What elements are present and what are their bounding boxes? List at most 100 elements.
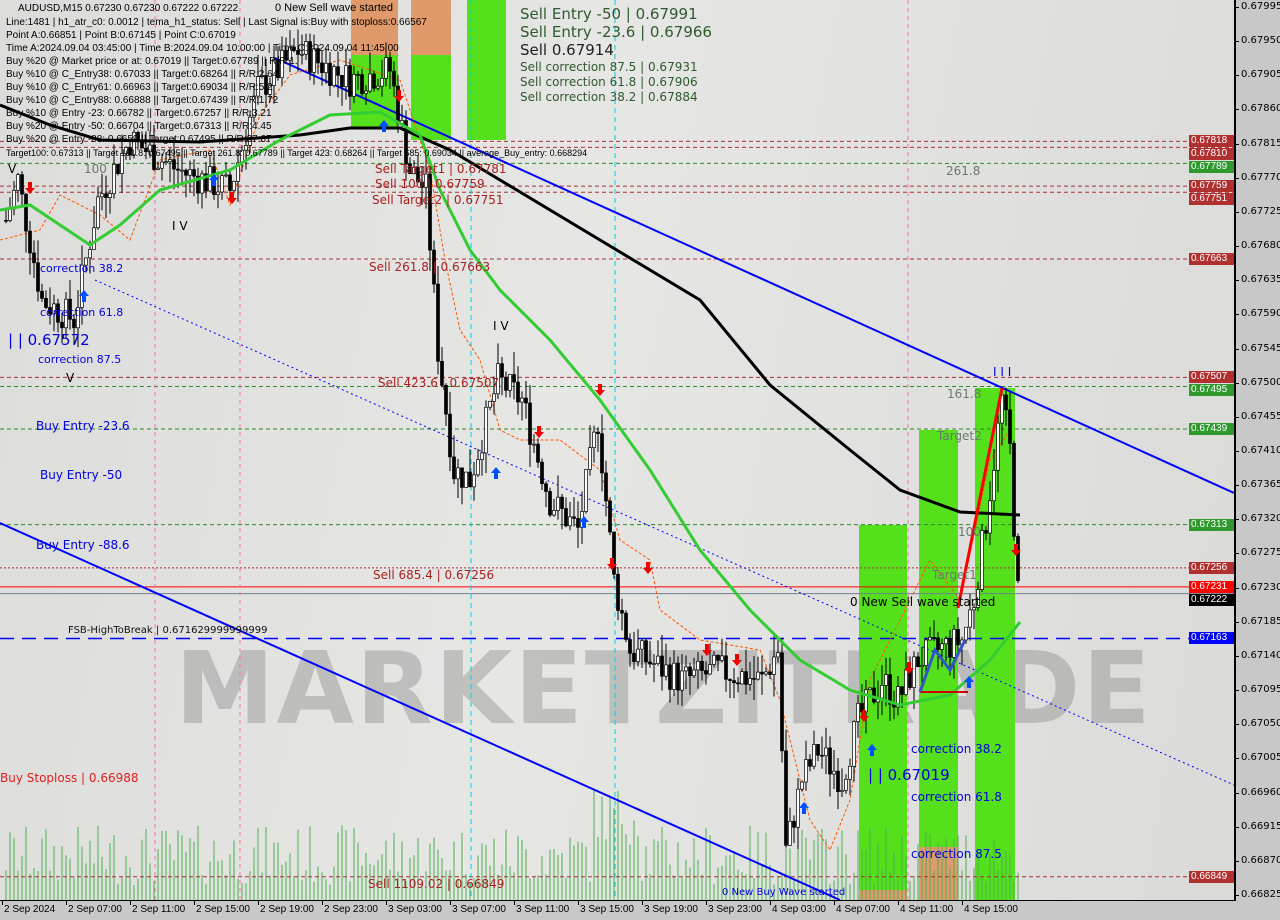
candle-body xyxy=(348,65,352,97)
info-line: Buy %20 @ Entry -88: 0.6659 || Target:0.… xyxy=(6,134,272,145)
candle-body xyxy=(756,671,760,680)
label-buy-stoploss: Buy Stoploss | 0.66988 xyxy=(0,771,139,785)
candle-body xyxy=(328,62,332,86)
x-tick-mark xyxy=(322,901,323,905)
sell-arrow-icon xyxy=(1011,544,1021,556)
candle-body xyxy=(816,744,820,756)
y-tick-label: 0.67410 xyxy=(1241,445,1280,456)
candle-body xyxy=(56,303,60,323)
info-line: Point A:0.66851 | Point B:0.67145 | Poin… xyxy=(6,30,236,41)
targets-line: Target100: 0.67313 || Target 161.8: 0.67… xyxy=(6,148,588,158)
candle-body xyxy=(872,687,876,703)
candle-body xyxy=(552,510,556,516)
candle-body xyxy=(828,747,832,775)
y-tick-mark xyxy=(1235,314,1239,316)
price-axis[interactable]: 0.67995 0.67950 0.67905 0.67860 0.67815 0.677… xyxy=(1235,0,1280,920)
x-tick-mark xyxy=(386,901,387,905)
candle-body xyxy=(772,656,776,675)
candle-body xyxy=(104,193,108,198)
candle-body xyxy=(736,682,740,685)
y-tick-label: 0.67590 xyxy=(1241,308,1280,320)
candle-body xyxy=(336,66,340,76)
candle-body xyxy=(408,163,412,175)
x-tick-label: 4 Sep 03:00 xyxy=(772,904,826,915)
label-sell-6854: Sell 685.4 | 0.67256 xyxy=(373,568,495,582)
candle-body xyxy=(728,678,732,681)
candle-body xyxy=(936,637,940,650)
y-tick-label: 0.67500 xyxy=(1241,376,1280,388)
candle-body xyxy=(900,686,904,696)
candle-body xyxy=(524,397,528,404)
candle-body xyxy=(660,655,664,677)
candle-body xyxy=(932,637,936,639)
candle-body xyxy=(548,491,552,516)
candle-body xyxy=(380,78,384,87)
y-tick-mark xyxy=(1235,382,1239,384)
candle-body xyxy=(496,363,500,395)
y-tick-mark xyxy=(1235,826,1239,828)
zone-orange xyxy=(859,890,907,900)
candle-body xyxy=(916,656,920,668)
y-tick-mark xyxy=(1235,211,1239,213)
candle-body xyxy=(716,654,720,661)
trend-line-upper xyxy=(274,57,1234,494)
y-tick-mark xyxy=(1235,655,1239,657)
candle-body xyxy=(320,62,324,74)
candle-body xyxy=(752,677,756,680)
candle-body xyxy=(236,162,240,182)
y-tick-mark xyxy=(1235,246,1239,248)
x-tick-mark xyxy=(578,901,579,905)
candle-body xyxy=(268,85,272,95)
candle-body xyxy=(696,660,700,671)
candle-body xyxy=(528,402,532,445)
candle-body xyxy=(280,49,284,78)
candle-body xyxy=(676,662,680,691)
candle-body xyxy=(468,471,472,488)
candle-body xyxy=(460,467,464,488)
label-right-corr-875: correction 87.5 xyxy=(911,847,1002,861)
y-tick-mark xyxy=(1235,143,1239,145)
candle-body xyxy=(476,459,480,476)
candle-body xyxy=(244,145,248,151)
candle-body xyxy=(544,483,548,492)
candle-body xyxy=(732,680,736,684)
candle-body xyxy=(512,374,516,383)
candle-body xyxy=(28,230,32,254)
chart-svg xyxy=(0,0,1234,900)
x-tick-label: 2 Sep 07:00 xyxy=(68,904,122,915)
candle-body xyxy=(812,744,816,767)
chart-plot-area[interactable]: MARKETZITRADE AUDUSD, xyxy=(0,0,1235,901)
candle-body xyxy=(176,168,180,171)
x-tick-mark xyxy=(706,901,707,905)
candle-body xyxy=(940,643,944,650)
candle-body xyxy=(648,661,652,665)
x-tick-label: 2 Sep 11:00 xyxy=(132,904,186,915)
label-wave-iv: I V xyxy=(172,219,188,233)
candle-body xyxy=(980,530,984,590)
label-sell-corr-618: Sell correction 61.8 | 0.67906 xyxy=(520,75,698,89)
candle-body xyxy=(60,321,64,329)
candle-body xyxy=(8,208,12,221)
candle-body xyxy=(420,181,424,188)
candle-body xyxy=(248,116,252,146)
candle-body xyxy=(164,161,168,163)
x-tick-label: 3 Sep 23:00 xyxy=(708,904,762,915)
y-tick-label: 0.67230 xyxy=(1241,581,1280,593)
y-tick-mark xyxy=(1235,553,1239,555)
candle-body xyxy=(416,167,420,183)
price-tag: 0.67231 xyxy=(1189,580,1234,593)
time-axis[interactable]: 2 Sep 2024 2 Sep 07:00 2 Sep 11:00 2 Sep 15… xyxy=(0,901,1234,920)
candle-body xyxy=(664,664,668,677)
candle-body xyxy=(788,820,792,846)
sell-arrow-icon xyxy=(732,654,742,666)
x-tick-mark xyxy=(514,901,515,905)
candle-body xyxy=(220,175,224,193)
y-tick-mark xyxy=(1235,792,1239,794)
candle-body xyxy=(744,671,748,685)
candle-body xyxy=(1016,536,1020,582)
buy-arrow-icon xyxy=(209,174,219,186)
candle-body xyxy=(196,175,200,194)
candle-body xyxy=(500,363,504,378)
y-tick-label: 0.66870 xyxy=(1241,854,1280,866)
trend-line-dotted xyxy=(94,279,1234,786)
